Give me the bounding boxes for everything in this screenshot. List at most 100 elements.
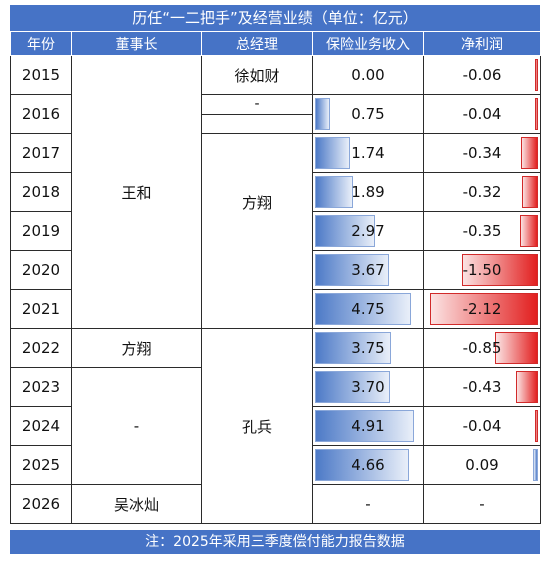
profit-bar: [521, 137, 538, 169]
profit-cell: -2.12: [423, 289, 541, 329]
profit-value: 0.09: [465, 456, 499, 474]
premium-value: 3.75: [351, 339, 385, 357]
premium-cell: 2.97: [312, 211, 424, 251]
table-body: 2015 王和 徐如财 0.00 -0.06 2016 - 0.75 -0.04 2017 方翔 1.…: [10, 55, 541, 524]
premium-cell: 0.00: [312, 55, 424, 95]
profit-value: -0.85: [462, 339, 502, 357]
profit-cell: -0.35: [423, 211, 541, 251]
chairman-cell: -: [71, 367, 202, 485]
profit-cell: -1.50: [423, 250, 541, 290]
premium-value: 0.75: [351, 105, 385, 123]
header-row: 年份 董事长 总经理 保险业务收入 净利润: [10, 31, 541, 56]
profit-value: -0.06: [462, 66, 502, 84]
premium-cell: 3.75: [312, 328, 424, 368]
profit-cell: -: [423, 484, 541, 524]
premium-value: 4.75: [351, 300, 385, 318]
profit-value: -: [479, 495, 485, 513]
premium-cell: 3.67: [312, 250, 424, 290]
profit-bar: [520, 215, 538, 247]
table-row: 2021 4.75 -2.12: [10, 289, 541, 329]
premium-cell: 4.75: [312, 289, 424, 329]
gm-cell-split: -: [201, 94, 313, 134]
premium-bar: [315, 371, 390, 403]
premium-bar: [315, 254, 389, 286]
profit-value: -0.04: [462, 105, 502, 123]
table-row: 2025 4.66 0.09: [10, 445, 541, 485]
profit-value: -0.43: [462, 378, 502, 396]
profit-value: -0.32: [462, 183, 502, 201]
chairman-name: 吴冰灿: [113, 495, 159, 514]
table-row: 2024 4.91 -0.04: [10, 406, 541, 446]
profit-bar: [462, 254, 538, 286]
year-cell: 2023: [10, 367, 72, 407]
premium-value: 1.89: [351, 183, 385, 201]
header-profit: 净利润: [423, 31, 541, 56]
profit-value: -1.50: [462, 261, 502, 279]
table-row: 2016 - 0.75 -0.04: [10, 94, 541, 134]
premium-cell: 1.89: [312, 172, 424, 212]
table-row: 2018 1.89 -0.32: [10, 172, 541, 212]
profit-cell: 0.09: [423, 445, 541, 485]
gm-cell: 孔兵: [201, 328, 313, 524]
profit-cell: -0.32: [423, 172, 541, 212]
premium-bar: [315, 98, 330, 130]
premium-value: 2.97: [351, 222, 385, 240]
premium-bar: [315, 293, 411, 325]
profit-cell: -0.04: [423, 94, 541, 134]
year-cell: 2020: [10, 250, 72, 290]
profit-cell: -0.04: [423, 406, 541, 446]
year-cell: 2022: [10, 328, 72, 368]
premium-cell: 4.66: [312, 445, 424, 485]
table-row: 2023 - 3.70 -0.43: [10, 367, 541, 485]
premium-cell: 0.75: [312, 94, 424, 134]
profit-bar: [430, 293, 538, 325]
profit-cell: -0.06: [423, 55, 541, 95]
premium-cell: 3.70: [312, 367, 424, 407]
header-premium: 保险业务收入: [312, 31, 424, 56]
table-footnote: 注：2025年采用三季度偿付能力报告数据: [10, 530, 540, 554]
profit-bar: [516, 371, 538, 403]
table-row: 2015 王和 徐如财 0.00 -0.06: [10, 55, 541, 329]
table-row: 2019 2.97 -0.35: [10, 211, 541, 251]
year-cell: 2018: [10, 172, 72, 212]
profit-value: -0.35: [462, 222, 502, 240]
table-row: 2017 方翔 1.74 -0.34: [10, 133, 541, 329]
header-gm: 总经理: [201, 31, 313, 56]
gm-cell: 徐如财: [201, 55, 313, 95]
table-row: 2020 3.67 -1.50: [10, 250, 541, 290]
year-cell: 2016: [10, 94, 72, 134]
header-chairman: 董事长: [71, 31, 202, 56]
table-title: 历任“一二把手”及经营业绩（单位：亿元）: [10, 5, 540, 31]
profit-bar: [535, 410, 538, 442]
profit-value: -2.12: [462, 300, 502, 318]
profit-cell: -0.43: [423, 367, 541, 407]
premium-value: 3.67: [351, 261, 385, 279]
table-row: 2026 吴冰灿 - -: [10, 484, 541, 524]
profit-bar: [495, 332, 538, 364]
leadership-performance-table: 年份 董事长 总经理 保险业务收入 净利润 2015 王和 徐如财 0.00 -0.06…: [10, 31, 541, 524]
chairman-name: 方翔: [121, 339, 152, 358]
premium-value: 0.00: [351, 66, 385, 84]
premium-value: 4.66: [351, 456, 385, 474]
year-cell: 2026: [10, 484, 72, 524]
profit-cell: -0.34: [423, 133, 541, 173]
profit-bar: [533, 449, 538, 481]
premium-value: 4.91: [351, 417, 385, 435]
premium-value: -: [365, 495, 371, 513]
year-cell: 2025: [10, 445, 72, 485]
profit-bar: [535, 98, 538, 130]
chairman-cell: 王和: [71, 55, 202, 329]
profit-cell: -0.85: [423, 328, 541, 368]
header-year: 年份: [10, 31, 72, 56]
year-cell: 2021: [10, 289, 72, 329]
chairman-name: 王和: [121, 183, 152, 202]
premium-value: 1.74: [351, 144, 385, 162]
table-row: 2022 方翔 孔兵 3.75 -0.85: [10, 328, 541, 524]
chairman-cell: 吴冰灿: [71, 484, 202, 524]
premium-bar: [315, 332, 391, 364]
gm-name-vacant: -: [202, 95, 312, 115]
premium-cell: 1.74: [312, 133, 424, 173]
premium-value: 3.70: [351, 378, 385, 396]
premium-bar: [315, 449, 409, 481]
